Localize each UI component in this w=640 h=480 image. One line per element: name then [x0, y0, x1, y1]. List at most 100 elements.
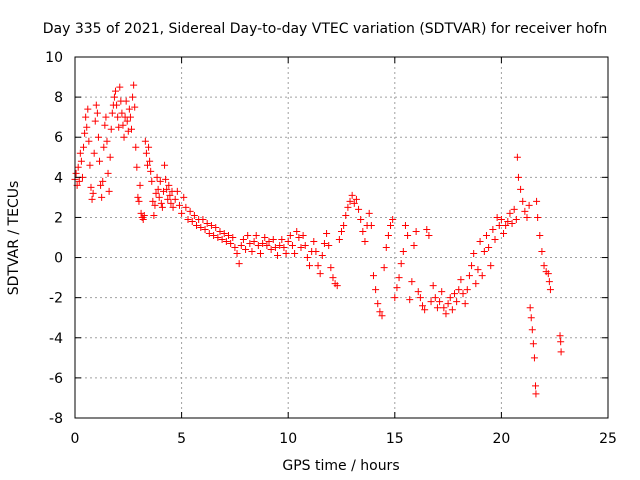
data-point: [436, 298, 444, 306]
data-point: [231, 244, 239, 252]
data-point: [125, 105, 133, 113]
data-point: [207, 221, 215, 229]
y-axis-label: SDTVAR / TECUs: [6, 181, 22, 296]
y-tick-label: -2: [49, 291, 63, 307]
data-point: [214, 234, 222, 241]
data-point: [310, 238, 318, 246]
data-point: [155, 193, 163, 201]
data-point: [474, 266, 482, 274]
data-point: [127, 125, 135, 133]
y-tick-label: -4: [49, 331, 63, 347]
data-point: [87, 183, 95, 191]
data-point: [291, 250, 299, 258]
data-point: [318, 252, 326, 260]
data-point: [529, 340, 537, 348]
data-point: [540, 262, 548, 270]
data-point: [393, 284, 401, 292]
data-point: [303, 254, 311, 262]
data-point: [203, 219, 211, 227]
data-point: [344, 203, 352, 211]
gridlines: [75, 57, 608, 418]
data-point: [427, 298, 435, 306]
data-point: [105, 187, 113, 195]
data-point: [421, 306, 429, 314]
data-point: [557, 348, 565, 356]
data-point: [259, 240, 267, 248]
data-point: [104, 169, 112, 177]
data-point: [487, 262, 495, 270]
data-point: [463, 286, 471, 294]
data-point: [157, 199, 165, 207]
data-point: [167, 199, 175, 207]
data-point: [239, 236, 247, 244]
data-point: [82, 113, 90, 121]
data-point: [199, 215, 207, 223]
data-point: [152, 189, 160, 197]
data-point: [83, 123, 91, 131]
data-point: [100, 143, 108, 151]
data-point: [493, 213, 501, 221]
data-point: [242, 246, 250, 254]
data-point: [74, 163, 82, 171]
data-point: [246, 240, 254, 248]
data-point: [89, 189, 97, 197]
data-point: [395, 274, 403, 282]
data-point: [180, 193, 188, 201]
data-point: [164, 195, 172, 203]
data-point: [286, 231, 294, 239]
data-point: [129, 93, 137, 101]
data-point: [389, 215, 397, 223]
data-point: [222, 238, 230, 246]
data-point: [227, 240, 235, 248]
x-tick-label: 5: [177, 431, 186, 447]
data-point: [288, 242, 296, 250]
data-point: [408, 278, 416, 286]
data-point: [134, 193, 142, 201]
data-point: [397, 260, 405, 268]
data-point: [468, 262, 476, 270]
data-point: [156, 177, 164, 185]
data-point: [301, 242, 309, 250]
data-point: [91, 117, 99, 125]
data-point: [556, 332, 564, 340]
data-point: [112, 87, 120, 95]
data-point: [444, 300, 452, 308]
data-point: [229, 234, 237, 241]
data-point: [267, 246, 275, 254]
data-point: [350, 199, 358, 207]
data-point: [271, 244, 279, 252]
data-point: [306, 262, 314, 270]
x-axis-label: GPS time / hours: [282, 458, 399, 474]
data-point: [178, 209, 186, 217]
data-point: [145, 143, 153, 151]
data-point: [132, 143, 140, 151]
data-point: [510, 205, 518, 213]
data-point: [450, 290, 458, 298]
data-point: [140, 211, 148, 219]
data-point: [98, 193, 106, 201]
y-tick-label: 0: [54, 251, 63, 267]
data-point: [131, 103, 139, 111]
chart-title: Day 335 of 2021, Sidereal Day-to-day VTE…: [43, 21, 607, 37]
data-point: [448, 306, 456, 314]
data-point: [500, 229, 508, 237]
data-point: [299, 231, 307, 239]
data-point: [108, 109, 116, 117]
data-point: [261, 234, 269, 241]
data-point: [355, 205, 363, 213]
data-point: [182, 203, 190, 211]
data-point: [316, 270, 324, 278]
data-point: [254, 242, 262, 250]
data-point: [438, 288, 446, 296]
x-tick-label: 0: [71, 431, 80, 447]
data-point: [528, 326, 536, 334]
data-point: [252, 231, 260, 239]
data-point: [338, 227, 345, 235]
data-point: [546, 286, 554, 294]
data-point: [446, 294, 454, 302]
data-point: [201, 225, 209, 233]
data-point: [116, 83, 124, 91]
data-point: [135, 197, 143, 205]
data-point: [557, 338, 565, 346]
data-point: [534, 213, 542, 221]
